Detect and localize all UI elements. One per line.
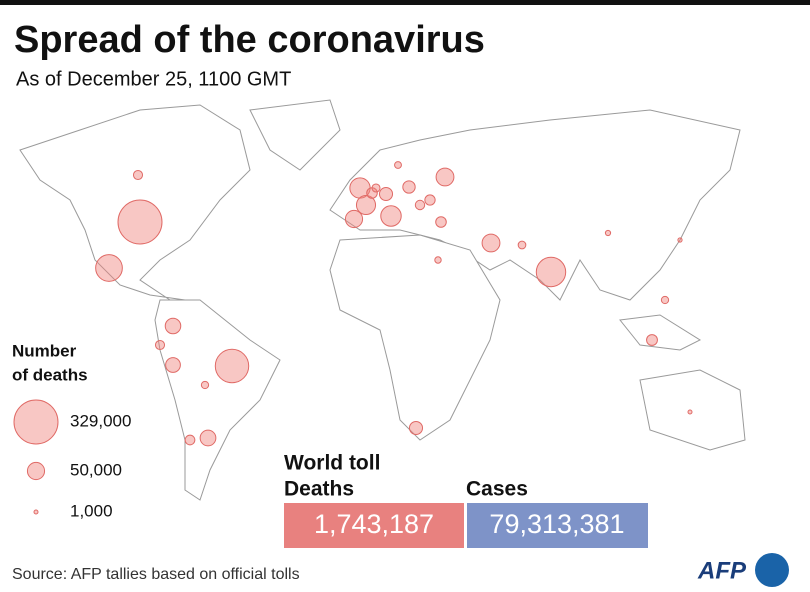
legend: 329,000 50,000 1,000 [13, 399, 131, 520]
death-bubble [132, 169, 144, 181]
death-bubble [660, 295, 670, 305]
legend-label: 1,000 [70, 501, 113, 520]
death-bubble [200, 380, 210, 390]
legend-label: 329,000 [70, 411, 131, 430]
cases-total: 79,313,381 [489, 509, 624, 539]
legend-circle [26, 461, 46, 481]
south-america [154, 299, 281, 501]
legend-title: of deaths [12, 365, 88, 384]
death-bubble [380, 205, 402, 227]
death-bubble [199, 429, 217, 447]
death-bubble [344, 209, 364, 229]
greenland [249, 99, 341, 171]
top-rule [0, 0, 810, 5]
africa [329, 234, 501, 441]
toll-heading: World toll [284, 452, 380, 475]
north-america [19, 104, 251, 301]
world-map [19, 99, 746, 501]
cases-label: Cases [466, 478, 528, 501]
death-bubble [535, 256, 567, 288]
logo-globe [755, 553, 789, 587]
source: Source: AFP tallies based on official to… [12, 566, 300, 583]
death-bubble [481, 233, 501, 253]
death-bubble [604, 229, 612, 237]
death-bubble [371, 183, 381, 193]
death-bubble [435, 167, 455, 187]
death-bubble [687, 409, 693, 415]
legend-circle [13, 399, 59, 445]
death-bubble [646, 334, 658, 346]
legend-label: 50,000 [70, 460, 122, 479]
death-bubble [184, 434, 196, 446]
death-bubble [117, 199, 163, 245]
death-bubble [677, 237, 683, 243]
death-bubble [408, 420, 424, 436]
death-bubble [435, 216, 447, 228]
logo: AFP [697, 557, 747, 584]
legend-circle [33, 509, 39, 515]
deaths-total: 1,743,187 [314, 509, 434, 539]
title: Spread of the coronavirus [14, 19, 485, 61]
deaths-label: Deaths [284, 478, 354, 501]
death-bubble [154, 339, 166, 351]
death-bubble [164, 317, 182, 335]
legend-title: Number [12, 341, 77, 360]
subtitle: As of December 25, 1100 GMT [16, 68, 291, 90]
death-bubble [394, 161, 402, 169]
death-bubble [434, 256, 442, 264]
death-bubble [165, 357, 181, 373]
death-bubble [402, 180, 416, 194]
death-bubble [414, 199, 426, 211]
death-bubble [517, 240, 527, 250]
death-bubble [378, 186, 394, 202]
death-bubble [95, 254, 123, 282]
australia [639, 369, 746, 451]
death-bubble [355, 194, 377, 216]
death-bubbles [95, 161, 693, 447]
deaths-box [284, 503, 464, 548]
death-bubble [214, 348, 250, 384]
death-bubble [424, 194, 436, 206]
cases-box [467, 503, 648, 548]
indonesia [619, 314, 702, 351]
